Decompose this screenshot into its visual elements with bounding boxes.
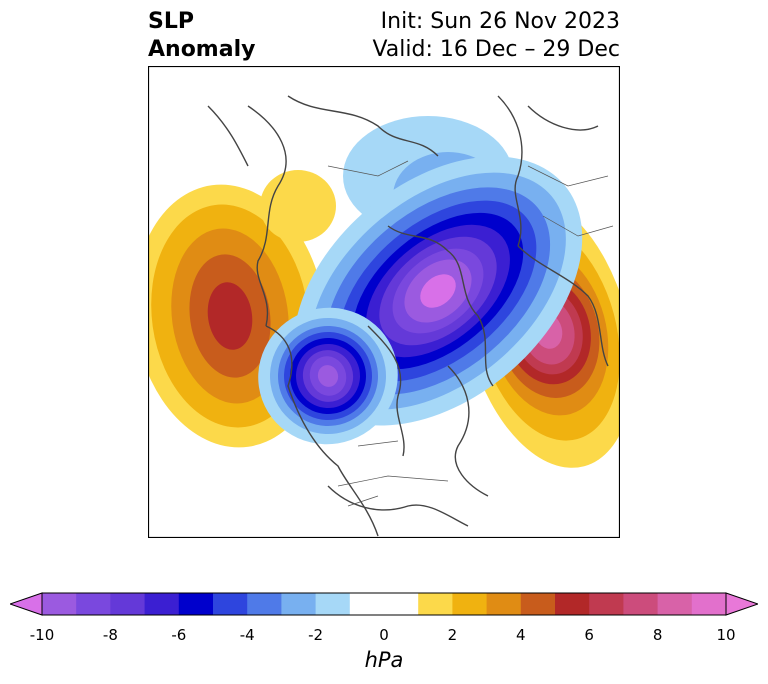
colorbar-unit: hPa <box>364 648 404 672</box>
colorbar-over-arrow <box>725 592 758 616</box>
colorbar-tick-label: -10 <box>29 626 55 644</box>
colorbar-bin <box>315 593 351 615</box>
colorbar-tick-label: -6 <box>171 626 187 644</box>
colorbar-under-arrow <box>10 592 43 616</box>
canada-low-anomaly <box>258 307 398 445</box>
colorbar-bin <box>42 593 77 615</box>
colorbar-tick-label: 2 <box>447 626 458 644</box>
colorbar-bin <box>110 593 145 615</box>
colorbar-bin <box>623 593 658 615</box>
colorbar-bin <box>486 593 522 615</box>
coastlines <box>207 95 609 537</box>
anomaly-map <box>148 66 620 538</box>
colorbar-tick-label: 10 <box>716 626 736 644</box>
colorbar-tick-label: -4 <box>239 626 255 644</box>
colorbar-bin <box>657 593 693 615</box>
country-borders <box>327 160 614 507</box>
colorbar-bin <box>520 593 556 615</box>
colorbar-bin <box>452 593 487 615</box>
colorbar-bin <box>76 593 111 615</box>
colorbar-bin <box>589 593 624 615</box>
title-line-2: Anomaly <box>148 37 256 62</box>
colorbar-bin <box>555 593 590 615</box>
colorbar-tick-label: -2 <box>308 626 324 644</box>
colorbar-tick-label: 4 <box>516 626 526 644</box>
forecast-dates: Init: Sun 26 Nov 2023 Valid: 16 Dec – 29… <box>372 8 620 64</box>
colorbar-bin <box>247 593 282 615</box>
colorbar-tick-label: 8 <box>652 626 663 644</box>
bering-high-anomaly <box>260 170 336 242</box>
colorbar-tick-label: 0 <box>379 626 389 644</box>
colorbar-frame <box>41 592 727 616</box>
map-title: SLP Anomaly <box>148 8 255 64</box>
valid-range: Valid: 16 Dec – 29 Dec <box>372 37 620 62</box>
title-line-1: SLP <box>148 9 194 34</box>
colorbar-tick-label: -8 <box>102 626 118 644</box>
colorbar-bin <box>691 593 727 615</box>
init-date: Init: Sun 26 Nov 2023 <box>380 9 620 34</box>
colorbar-bin <box>178 593 214 615</box>
colorbar-bin <box>281 593 316 615</box>
colorbar-tick-label: 6 <box>584 626 594 644</box>
colorbar-bin <box>213 593 248 615</box>
colorbar <box>10 592 758 616</box>
colorbar-bin <box>418 593 453 615</box>
colorbar-bin <box>144 593 180 615</box>
colorbar-bin <box>349 593 419 615</box>
